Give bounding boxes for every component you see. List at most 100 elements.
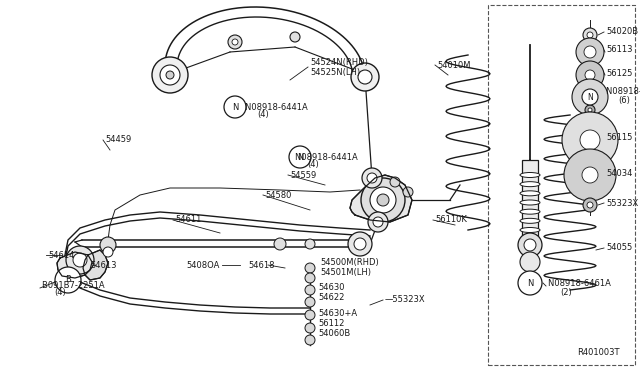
Text: (4): (4): [257, 109, 269, 119]
Text: N: N: [297, 153, 303, 161]
Circle shape: [367, 173, 377, 183]
Circle shape: [583, 28, 597, 42]
Circle shape: [305, 323, 315, 333]
Circle shape: [583, 198, 597, 212]
Circle shape: [403, 187, 413, 197]
Circle shape: [305, 285, 315, 295]
Circle shape: [572, 79, 608, 115]
Circle shape: [576, 61, 604, 89]
Circle shape: [351, 63, 379, 91]
Circle shape: [66, 246, 94, 274]
Text: (6): (6): [618, 96, 630, 106]
Ellipse shape: [520, 173, 540, 177]
Circle shape: [305, 273, 315, 283]
Ellipse shape: [520, 228, 540, 232]
Circle shape: [103, 247, 113, 257]
Circle shape: [373, 217, 383, 227]
Ellipse shape: [520, 209, 540, 214]
Bar: [488, 5, 635, 365]
Circle shape: [524, 239, 536, 251]
Text: 54630+A: 54630+A: [318, 308, 357, 317]
Text: N​08918-6441A: N​08918-6441A: [245, 103, 308, 112]
Circle shape: [580, 130, 600, 150]
Circle shape: [587, 32, 593, 38]
Text: 54034: 54034: [606, 169, 632, 177]
Text: N: N: [527, 279, 533, 288]
Circle shape: [348, 232, 372, 256]
Circle shape: [390, 177, 400, 187]
Circle shape: [354, 238, 366, 250]
Circle shape: [305, 335, 315, 345]
Circle shape: [582, 89, 598, 105]
Text: N​08918-6441A: N​08918-6441A: [295, 153, 358, 161]
Text: 54618: 54618: [248, 260, 275, 269]
Text: 55323X: 55323X: [606, 199, 638, 208]
Text: (4): (4): [54, 289, 66, 298]
Ellipse shape: [520, 191, 540, 196]
Bar: [522, 160, 538, 240]
Circle shape: [562, 112, 618, 168]
Text: 54500M(RHD): 54500M(RHD): [320, 259, 379, 267]
Circle shape: [289, 146, 311, 168]
Text: (4): (4): [307, 160, 319, 169]
Circle shape: [564, 149, 616, 201]
Circle shape: [305, 263, 315, 273]
Text: 54524N(RHD): 54524N(RHD): [310, 58, 368, 67]
Circle shape: [166, 71, 174, 79]
Circle shape: [73, 253, 87, 267]
Text: 54501M(LH): 54501M(LH): [320, 267, 371, 276]
Circle shape: [368, 212, 388, 232]
Text: B​091B7-2251A: B​091B7-2251A: [42, 280, 104, 289]
Circle shape: [152, 57, 188, 93]
Circle shape: [518, 233, 542, 257]
Circle shape: [587, 202, 593, 208]
Text: 54611: 54611: [175, 215, 202, 224]
Circle shape: [305, 310, 315, 320]
Text: 56125: 56125: [606, 68, 632, 77]
Circle shape: [160, 65, 180, 85]
Ellipse shape: [520, 182, 540, 187]
Text: 54559: 54559: [290, 170, 316, 180]
Text: 54055: 54055: [606, 244, 632, 253]
Circle shape: [576, 38, 604, 66]
Polygon shape: [57, 252, 92, 278]
Circle shape: [305, 297, 315, 307]
Text: 54525N(LH): 54525N(LH): [310, 67, 360, 77]
Text: 54622: 54622: [318, 292, 344, 301]
Circle shape: [585, 70, 595, 80]
Circle shape: [370, 187, 396, 213]
Text: 56112: 56112: [318, 318, 344, 327]
Text: 54613: 54613: [90, 260, 116, 269]
Circle shape: [55, 267, 81, 293]
Circle shape: [588, 108, 592, 112]
Circle shape: [305, 239, 315, 249]
Circle shape: [361, 178, 405, 222]
Text: N: N: [587, 93, 593, 102]
Circle shape: [585, 105, 595, 115]
Circle shape: [224, 96, 246, 118]
Circle shape: [100, 237, 116, 253]
Text: 56113: 56113: [606, 45, 632, 55]
Circle shape: [583, 90, 597, 104]
Text: 5408OA: 5408OA: [187, 260, 220, 269]
Circle shape: [274, 238, 286, 250]
Text: N: N: [232, 103, 238, 112]
Text: B: B: [65, 276, 71, 285]
Circle shape: [520, 252, 540, 272]
Circle shape: [290, 32, 300, 42]
Text: N​08918-3401A: N​08918-3401A: [606, 87, 640, 96]
Circle shape: [584, 46, 596, 58]
Text: 54459: 54459: [105, 135, 131, 144]
Text: 54060B: 54060B: [318, 328, 350, 337]
Text: R401003T: R401003T: [577, 348, 620, 357]
Text: 54630: 54630: [318, 282, 344, 292]
Text: 54010M: 54010M: [437, 61, 470, 70]
Circle shape: [582, 167, 598, 183]
Text: 54020B: 54020B: [606, 28, 638, 36]
Circle shape: [232, 39, 238, 45]
Text: 56115: 56115: [606, 134, 632, 142]
Text: 54614: 54614: [48, 250, 74, 260]
Circle shape: [228, 35, 242, 49]
Text: 56110K: 56110K: [435, 215, 467, 224]
Ellipse shape: [520, 218, 540, 223]
